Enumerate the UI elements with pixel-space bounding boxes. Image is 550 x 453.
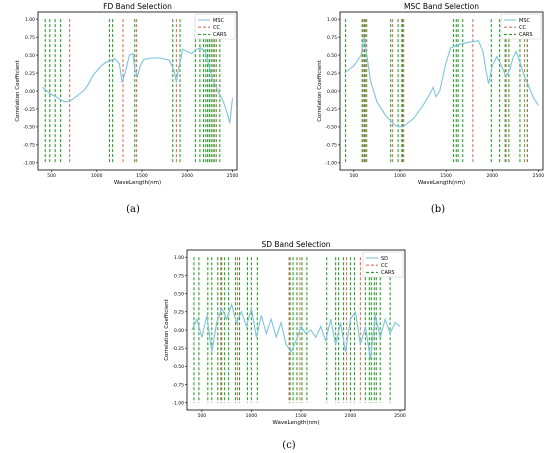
legend-label-cars: CARS xyxy=(519,32,533,38)
x-tick-label: 2500 xyxy=(533,173,545,179)
chart-panel-1: FD Band Selection 1.00 0.75 0.50 0.25 0.00 -0.… xyxy=(15,2,238,215)
y-tick-label: -0.25 xyxy=(325,107,337,113)
x-tick-label: 1000 xyxy=(394,173,406,179)
y-tick-label: 0.50 xyxy=(25,53,35,59)
chart-title: MSC Band Selection xyxy=(404,2,479,11)
legend-label-msc: MSC xyxy=(213,18,224,24)
y-tick-label: -0.50 xyxy=(325,125,337,131)
panel-letter: (b) xyxy=(431,204,445,215)
x-tick-label: 2000 xyxy=(182,173,194,179)
y-tick-label: 1.00 xyxy=(327,17,337,23)
series-line-msc xyxy=(344,37,539,128)
x-tick-label: 500 xyxy=(198,413,207,419)
x-tick-label: 1500 xyxy=(295,413,307,419)
legend-label-cars: CARS xyxy=(381,270,395,276)
legend-label-cc: CC xyxy=(519,25,526,31)
y-tick-label: -0.50 xyxy=(172,364,184,370)
series-line-sd xyxy=(191,302,401,360)
y-tick-label: 0.25 xyxy=(174,310,184,316)
legend-label-cars: CARS xyxy=(213,32,227,38)
panel-letter: (a) xyxy=(126,204,140,215)
y-tick-label: -0.75 xyxy=(325,143,337,149)
y-tick-label: 1.00 xyxy=(174,255,184,261)
legend-box xyxy=(500,13,542,40)
panel-letter: (c) xyxy=(282,440,296,451)
x-tick-label: 1000 xyxy=(246,413,258,419)
y-tick-label: 0.75 xyxy=(327,35,337,41)
chart-panel-2: MSC Band Selection 1.00 0.75 0.50 0.25 0.00 -0… xyxy=(317,2,544,215)
chart-title: FD Band Selection xyxy=(103,2,172,11)
series-line-msc xyxy=(42,47,234,124)
y-tick-label: -1.00 xyxy=(23,161,35,167)
y-tick-label: 0.25 xyxy=(25,71,35,77)
y-tick-label: 0.50 xyxy=(174,291,184,297)
legend-box xyxy=(362,251,404,278)
y-tick-label: -1.00 xyxy=(172,401,184,407)
x-tick-label: 500 xyxy=(350,173,359,179)
chart-panel-3: SD Band Selection 1.00 0.75 0.50 0.25 0.00 -0.… xyxy=(164,240,406,451)
x-axis-label: WaveLength(nm) xyxy=(114,180,161,186)
x-tick-label: 1000 xyxy=(91,173,103,179)
x-tick-label: 500 xyxy=(47,173,56,179)
y-axis-label: Correlation Coefficient xyxy=(317,59,323,121)
legend-label-msc: MSC xyxy=(519,18,530,24)
y-tick-label: 0.25 xyxy=(327,71,337,77)
y-tick-label: 0.75 xyxy=(25,35,35,41)
y-tick-label: 0.00 xyxy=(25,89,35,95)
y-tick-label: 1.00 xyxy=(25,17,35,23)
legend-label-cc: CC xyxy=(381,263,388,269)
y-axis-label: Correlation Coefficient xyxy=(164,298,170,360)
y-tick-label: -0.25 xyxy=(172,346,184,352)
x-tick-label: 2000 xyxy=(487,173,499,179)
x-tick-label: 2500 xyxy=(227,173,239,179)
x-axis-label: WaveLength(nm) xyxy=(272,420,319,426)
x-tick-label: 2500 xyxy=(394,413,406,419)
chart-title: SD Band Selection xyxy=(261,240,330,249)
y-tick-label: 0.75 xyxy=(174,273,184,279)
y-tick-label: -0.50 xyxy=(23,125,35,131)
y-tick-label: 0.00 xyxy=(327,89,337,95)
y-tick-label: -0.75 xyxy=(172,382,184,388)
legend-label-cc: CC xyxy=(213,25,220,31)
y-tick-label: 0.00 xyxy=(174,328,184,334)
y-tick-label: 0.50 xyxy=(327,53,337,59)
legend-box xyxy=(194,13,236,40)
y-axis-label: Correlation Coefficient xyxy=(15,59,21,121)
y-tick-label: -0.25 xyxy=(23,107,35,113)
x-tick-label: 2000 xyxy=(345,413,357,419)
x-axis-label: WaveLength(nm) xyxy=(418,180,465,186)
x-tick-label: 1500 xyxy=(440,173,452,179)
y-tick-label: -1.00 xyxy=(325,161,337,167)
y-tick-label: -0.75 xyxy=(23,143,35,149)
x-tick-label: 1500 xyxy=(136,173,148,179)
legend-label-sd: SD xyxy=(381,256,388,262)
